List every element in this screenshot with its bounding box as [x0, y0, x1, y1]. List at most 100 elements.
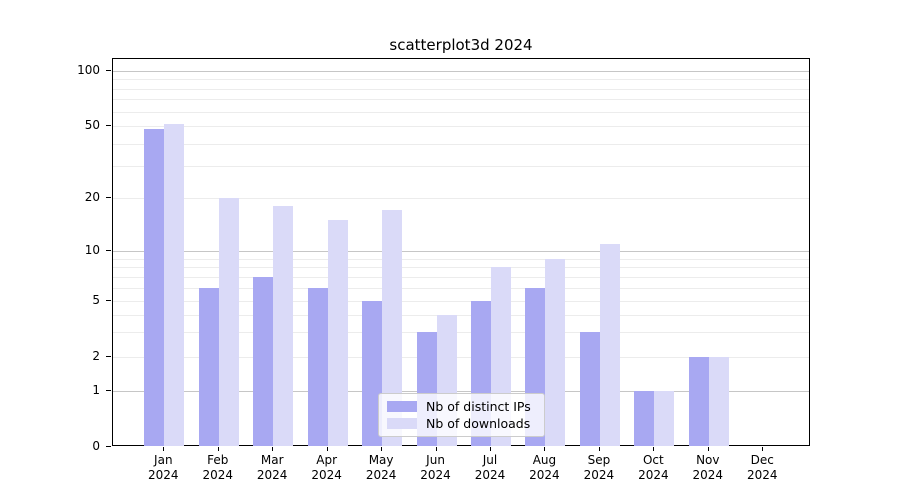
x-tick-month: Aug: [532, 453, 557, 467]
legend-swatch-distinct-ips: [387, 401, 417, 412]
bar-distinct-ips-oct: [634, 391, 655, 446]
bar-downloads-mar: [273, 206, 294, 446]
y-tick-label-10: 10: [84, 243, 100, 257]
x-tick-year: 2024: [692, 467, 724, 482]
x-tick-jan: [163, 447, 165, 451]
x-tick-year: 2024: [148, 467, 179, 482]
x-tick-label-jul: Jul 2024: [462, 453, 518, 482]
x-tick-month: Jun: [426, 453, 445, 467]
bar-downloads-aug: [545, 258, 566, 446]
y-tick-2: [106, 356, 111, 357]
x-tick-label-apr: Apr 2024: [299, 453, 355, 482]
x-tick-may: [381, 447, 383, 451]
bar-downloads-sep: [599, 243, 620, 446]
legend-swatch-downloads: [387, 418, 417, 429]
gridline-minor-2: [113, 357, 809, 358]
legend: Nb of distinct IPs Nb of downloads: [378, 393, 545, 437]
gridline-minor-7: [113, 276, 809, 278]
x-tick-year: 2024: [365, 467, 397, 482]
bar-downloads-oct: [654, 391, 675, 446]
x-tick-month: Dec: [750, 453, 774, 467]
x-tick-month: May: [368, 453, 394, 467]
y-tick-10: [106, 250, 111, 251]
x-tick-month: Apr: [316, 453, 338, 467]
y-tick-20: [106, 197, 111, 198]
y-tick-label-1: 1: [92, 383, 100, 397]
y-tick-100: [106, 70, 111, 71]
y-tick-label-2: 2: [92, 349, 100, 363]
gridline-minor-6: [113, 287, 809, 289]
bar-downloads-may: [382, 210, 403, 446]
x-tick-month: Mar: [260, 453, 284, 467]
x-tick-label-oct: Oct 2024: [625, 453, 681, 482]
gridline-minor-4: [113, 314, 809, 316]
plot-area: [112, 58, 810, 446]
x-tick-label-sep: Sep 2024: [571, 453, 627, 482]
y-tick-label-0: 0: [92, 439, 100, 453]
gridline-minor-50: [113, 126, 809, 127]
gridline-minor-60: [113, 111, 809, 113]
x-tick-year: 2024: [256, 467, 288, 482]
gridline-minor-70: [113, 99, 809, 101]
x-tick-month: Sep: [587, 453, 611, 467]
bar-downloads-jan: [164, 124, 185, 446]
y-tick-label-5: 5: [92, 293, 100, 307]
bar-downloads-feb: [218, 198, 239, 446]
chart-title: scatterplot3d 2024: [389, 36, 533, 54]
x-tick-month: Jan: [154, 453, 173, 467]
gridline-minor-5: [113, 301, 809, 302]
y-tick-label-100: 100: [77, 63, 100, 77]
bar-distinct-ips-nov: [688, 357, 709, 446]
x-tick-label-mar: Mar 2024: [244, 453, 300, 482]
y-tick-1: [106, 390, 111, 391]
x-tick-year: 2024: [474, 467, 506, 482]
x-tick-label-dec: Dec 2024: [734, 453, 790, 482]
x-tick-year: 2024: [311, 467, 342, 482]
x-tick-label-jun: Jun 2024: [408, 453, 464, 482]
x-tick-dec: [762, 447, 764, 451]
bar-distinct-ips-apr: [307, 287, 328, 446]
x-tick-label-feb: Feb 2024: [190, 453, 246, 482]
legend-item-distinct-ips: Nb of distinct IPs: [387, 399, 536, 414]
x-tick-year: 2024: [638, 467, 669, 482]
bar-distinct-ips-jan: [144, 129, 165, 446]
gridline-minor-80: [113, 88, 809, 90]
gridline-minor-30: [113, 166, 809, 168]
gridline-minor-90: [113, 79, 809, 81]
x-tick-label-may: May 2024: [353, 453, 409, 482]
legend-label-distinct-ips: Nb of distinct IPs: [426, 399, 531, 414]
x-tick-month: Nov: [696, 453, 720, 467]
gridline-major-10: [113, 251, 809, 252]
x-tick-mar: [272, 447, 274, 451]
bar-distinct-ips-feb: [198, 287, 219, 446]
x-tick-month: Jul: [482, 453, 498, 467]
gridline-minor-40: [113, 143, 809, 145]
x-tick-year: 2024: [420, 467, 451, 482]
x-tick-label-aug: Aug 2024: [516, 453, 572, 482]
x-tick-aug: [544, 447, 546, 451]
x-tick-apr: [326, 447, 328, 451]
y-tick-0: [106, 446, 111, 447]
x-tick-month: Oct: [642, 453, 664, 467]
legend-item-downloads: Nb of downloads: [387, 416, 536, 431]
gridline-major-100: [113, 71, 809, 72]
bar-downloads-apr: [327, 219, 348, 446]
x-tick-label-jan: Jan 2024: [135, 453, 191, 482]
gridline-minor-20: [113, 198, 809, 199]
x-tick-year: 2024: [529, 467, 560, 482]
y-tick-label-50: 50: [84, 118, 100, 132]
bar-downloads-nov: [708, 357, 729, 446]
bar-distinct-ips-sep: [579, 332, 600, 446]
x-tick-year: 2024: [746, 467, 778, 482]
x-tick-oct: [653, 447, 655, 451]
bar-distinct-ips-may: [362, 301, 383, 446]
x-tick-jul: [490, 447, 491, 451]
y-tick-5: [106, 300, 111, 301]
x-tick-year: 2024: [202, 467, 234, 482]
x-tick-label-nov: Nov 2024: [680, 453, 736, 482]
y-tick-label-20: 20: [84, 190, 100, 204]
gridline-minor-9: [113, 258, 809, 260]
x-tick-year: 2024: [583, 467, 615, 482]
x-tick-month: Feb: [207, 453, 229, 467]
